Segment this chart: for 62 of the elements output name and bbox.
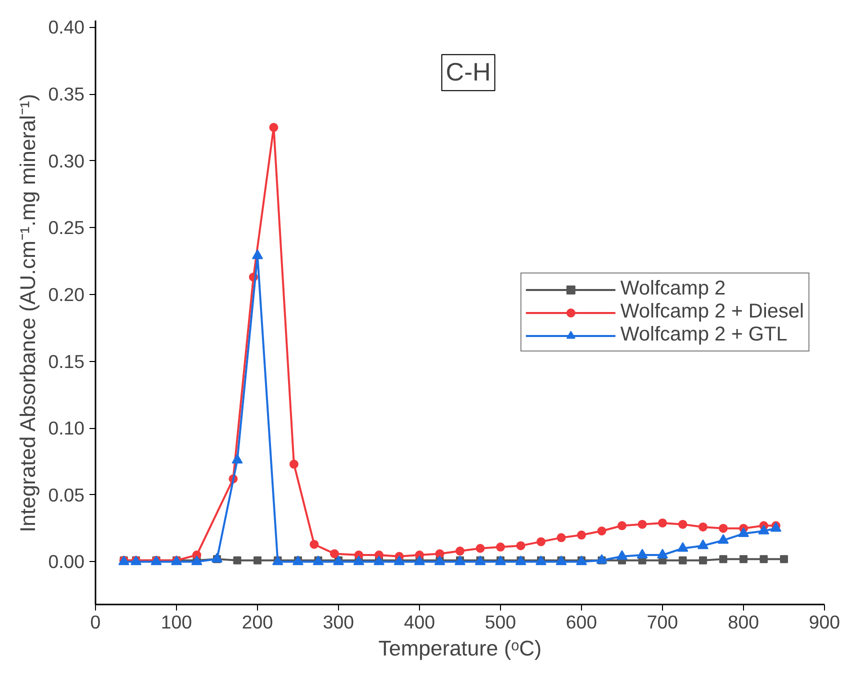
point xyxy=(740,555,748,564)
point xyxy=(577,530,586,540)
point xyxy=(718,534,729,544)
point xyxy=(556,533,566,542)
point xyxy=(719,555,728,564)
legend-label: Wolfcamp 2 + Diesel xyxy=(620,300,804,324)
x-tick-label: 700 xyxy=(646,612,678,632)
y-axis-title: Integrated Absorbance (AU.cm⁻¹.mg mineral⁻¹) xyxy=(16,94,40,532)
point xyxy=(496,542,505,552)
point xyxy=(597,526,606,536)
x-tick-label: 900 xyxy=(808,612,840,632)
x-tick-label: 0 xyxy=(90,612,101,632)
x-tick-label: 300 xyxy=(322,612,354,632)
point xyxy=(536,537,546,546)
y-tick-label: 0.40 xyxy=(48,16,84,38)
point xyxy=(698,522,708,532)
point xyxy=(252,249,263,260)
point xyxy=(760,555,768,564)
point xyxy=(516,541,526,550)
point xyxy=(618,521,626,530)
point xyxy=(699,556,707,564)
x-tick-label: 800 xyxy=(728,612,760,632)
point xyxy=(658,518,667,528)
point xyxy=(638,520,647,529)
point xyxy=(233,556,242,564)
point xyxy=(780,555,788,564)
legend-label: Wolfcamp 2 xyxy=(620,278,726,300)
point xyxy=(657,548,668,558)
y-tick-label: 0.20 xyxy=(48,284,84,305)
point xyxy=(616,550,628,560)
point xyxy=(677,542,688,552)
point xyxy=(476,544,485,553)
x-tick-label: 400 xyxy=(404,612,436,632)
point xyxy=(212,552,222,562)
point xyxy=(758,524,770,534)
y-tick-label: 0.15 xyxy=(48,350,84,372)
x-axis-title: Temperature (ᵒC) xyxy=(378,636,542,660)
point xyxy=(310,540,319,549)
point xyxy=(678,556,687,564)
point xyxy=(232,454,243,464)
x-tick-label: 500 xyxy=(484,612,516,632)
legend-label: Wolfcamp 2 + GTL xyxy=(620,324,788,346)
x-tick-label: 600 xyxy=(566,612,598,632)
point xyxy=(254,556,262,564)
x-tick-label: 200 xyxy=(242,612,274,632)
point xyxy=(330,549,339,558)
point xyxy=(738,527,749,538)
point xyxy=(698,539,708,550)
y-tick-label: 0.05 xyxy=(48,484,84,506)
y-tick-label: 0.25 xyxy=(48,217,84,238)
point xyxy=(289,460,298,469)
y-tick-label: 0.35 xyxy=(48,84,84,104)
y-tick-label: 0.10 xyxy=(48,418,84,439)
text: C-H xyxy=(446,58,491,87)
point xyxy=(636,548,648,558)
point xyxy=(718,524,728,533)
x-tick-label: 100 xyxy=(160,612,192,632)
point xyxy=(678,520,688,529)
point xyxy=(456,546,464,556)
point xyxy=(269,122,278,132)
y-tick-label: 0.00 xyxy=(48,551,84,572)
y-tick-label: 0.30 xyxy=(48,150,84,172)
